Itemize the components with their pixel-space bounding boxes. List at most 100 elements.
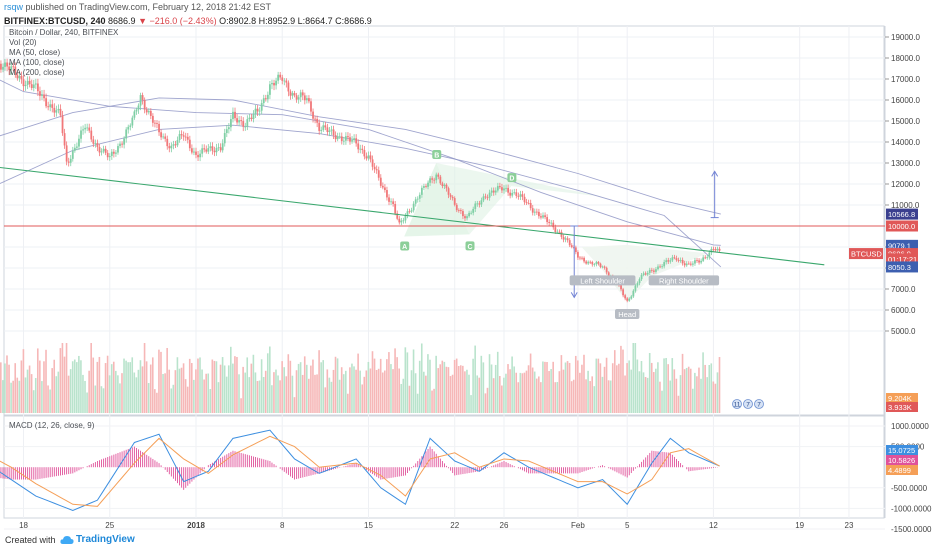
volume-bar — [195, 369, 197, 413]
candle-body — [258, 110, 261, 112]
volume-bar — [137, 369, 140, 413]
candle-body — [158, 123, 160, 133]
candle-body — [433, 179, 436, 181]
tradingview-brand[interactable]: TradingView — [76, 534, 135, 545]
candle-body — [10, 66, 13, 71]
event-badge[interactable] — [743, 399, 753, 409]
candle-body — [704, 257, 707, 259]
candle-body — [297, 97, 300, 100]
volume-bar — [455, 358, 458, 413]
candle-body — [404, 215, 407, 221]
macd-panel[interactable] — [3, 415, 885, 519]
candle-body — [330, 129, 333, 131]
symbol-tag[interactable] — [849, 248, 883, 260]
candle-body — [583, 257, 585, 262]
volume-bar — [28, 365, 31, 413]
volume-bar — [657, 362, 659, 413]
candle-body — [529, 202, 532, 209]
volume-bar — [149, 364, 152, 413]
chart-canvas[interactable]: 18 25 2018 8 15 22 26 Feb 5 12 19 23 19000.0 18000.0 1… — [0, 0, 932, 532]
volume-bar — [125, 360, 127, 413]
pattern-point-badge-d[interactable] — [507, 173, 517, 183]
candle-body — [638, 279, 641, 284]
y-tick-label: 5000.0 — [891, 327, 916, 336]
candle-body — [197, 154, 199, 158]
pattern-point-badge-a[interactable] — [400, 241, 410, 251]
candle-body — [601, 266, 604, 268]
candle-body — [0, 63, 2, 70]
volume-bar — [371, 351, 374, 413]
volume-bar — [59, 348, 62, 413]
candle-body — [566, 238, 569, 241]
candle-body — [599, 263, 602, 267]
volume-bar — [190, 363, 193, 413]
candle-body — [252, 113, 255, 119]
pattern-point-badge-c[interactable] — [465, 241, 475, 251]
volume-bar — [410, 370, 413, 413]
volume-bar — [396, 357, 398, 413]
candle-body — [466, 216, 468, 219]
volume-bar — [193, 379, 195, 413]
price-axis-tag — [886, 208, 918, 220]
candle-body — [137, 105, 140, 110]
pattern-point-label-b: B — [434, 153, 439, 160]
candle-body — [47, 106, 50, 108]
volume-bar — [36, 348, 39, 413]
volume-bar — [449, 376, 452, 413]
candle-body — [303, 95, 306, 101]
candle-body — [190, 148, 193, 153]
candle-body — [227, 127, 230, 130]
volume-bar — [507, 364, 509, 413]
candle-body — [480, 200, 483, 205]
candle-body — [420, 187, 423, 195]
legend-row-1: Bitcoin / Dollar, 240, BITFINEX — [9, 28, 119, 37]
volume-bar — [560, 355, 563, 413]
candle-body — [217, 147, 220, 149]
candle-body — [285, 80, 288, 83]
volume-bar — [197, 358, 199, 413]
volume-bar — [246, 357, 249, 413]
created-with-label: Created with — [5, 535, 56, 545]
volume-bar — [188, 358, 191, 413]
volume-bar — [519, 372, 522, 413]
volume-bar — [542, 361, 544, 413]
y-tick-label: 19000.0 — [891, 33, 920, 42]
candle-body — [544, 215, 546, 218]
volume-bar — [92, 357, 95, 413]
event-badge[interactable] — [754, 399, 764, 409]
descending-trendline[interactable] — [0, 163, 825, 266]
volume-bar — [648, 352, 651, 413]
candle-body — [102, 148, 105, 152]
volume-bar — [669, 380, 672, 413]
y-tick-label: 11000.0 — [891, 201, 920, 210]
volume-bar — [156, 392, 158, 413]
volume-bar — [490, 364, 493, 413]
volume-bar — [209, 389, 212, 413]
symbol-name[interactable]: BITFINEX:BTCUSD, 240 — [4, 16, 106, 26]
event-badge[interactable] — [732, 399, 742, 409]
volume-bar — [357, 353, 359, 413]
candle-body — [115, 152, 117, 154]
y-tick-label: 7000.0 — [891, 285, 916, 294]
x-tick-label: 19 — [795, 521, 804, 530]
volume-bar — [496, 351, 499, 413]
candle-body — [677, 260, 680, 261]
candle-body — [564, 238, 567, 240]
candle-body — [2, 66, 4, 70]
volume-bar — [102, 388, 105, 413]
candle-body — [73, 147, 76, 151]
candle-body — [283, 80, 286, 82]
author-link[interactable]: rsqw — [4, 2, 24, 12]
x-tick-label: 5 — [625, 521, 630, 530]
candle-body — [603, 266, 606, 268]
volume-bar — [256, 381, 259, 413]
candle-body — [269, 84, 271, 95]
candle-body — [560, 231, 563, 237]
pattern-point-badge-b[interactable] — [432, 150, 442, 159]
volume-bar — [221, 357, 224, 413]
volume-axis-tag — [886, 402, 918, 412]
volume-bar — [609, 380, 612, 413]
volume-bar — [22, 349, 25, 413]
volume-bar — [51, 368, 53, 413]
price-axis-tag — [886, 253, 918, 265]
